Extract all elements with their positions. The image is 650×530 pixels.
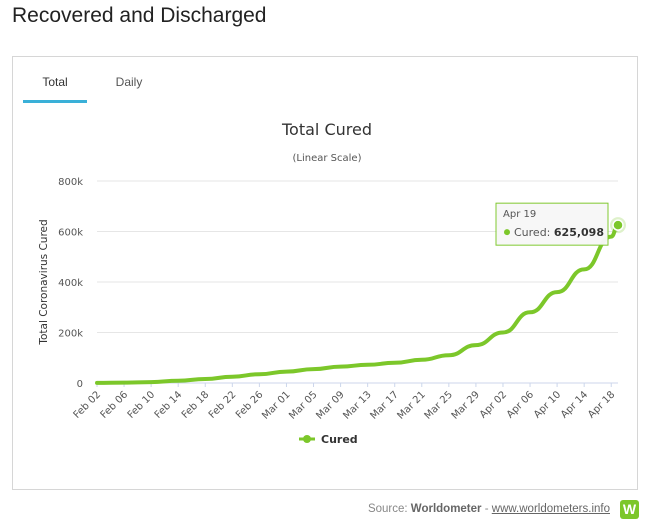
source-name: Worldometer — [410, 503, 482, 515]
x-tick-label: Mar 09 — [314, 389, 346, 421]
x-tick-label: Feb 26 — [234, 389, 266, 421]
x-tick-label: Feb 02 — [72, 389, 104, 421]
series-line-cured[interactable] — [95, 223, 620, 385]
chart-panel: Total Daily Total Cured (Linear Scale) 0… — [12, 56, 638, 490]
legend-marker-icon — [303, 435, 311, 443]
x-tick-label: Apr 02 — [478, 389, 509, 420]
x-tick-label: Mar 13 — [341, 389, 373, 421]
x-tick-label: Feb 06 — [99, 389, 131, 421]
tooltip-value: Cured: 625,098 — [514, 226, 604, 239]
chart-tabs: Total Daily — [23, 57, 161, 103]
source-credit: Source: Worldometer - www.worldometers.i… — [368, 503, 610, 515]
x-tick-label: Mar 05 — [287, 389, 319, 421]
legend[interactable]: Cured — [299, 433, 358, 446]
page-title: Recovered and Discharged — [12, 4, 267, 27]
chart-title: Total Cured — [281, 120, 372, 139]
x-tick-label: Apr 18 — [586, 389, 617, 420]
tooltip-box — [495, 202, 609, 246]
y-axis-title: Total Coronavirus Cured — [38, 219, 50, 345]
x-tick-label: Feb 14 — [153, 389, 185, 421]
source-link[interactable]: www.worldometers.info — [491, 503, 610, 515]
x-tick-label: Apr 10 — [532, 389, 563, 420]
cured-chart: Total Cured (Linear Scale) 0 200k 400k 600k… — [38, 120, 626, 446]
x-tick-label: Mar 01 — [260, 389, 292, 421]
x-tick-label: Apr 14 — [559, 389, 590, 420]
tab-total[interactable]: Total — [23, 57, 87, 103]
y-tick-label: 600k — [58, 228, 83, 239]
x-tick-label: Mar 29 — [450, 389, 482, 421]
x-tick-label: Mar 17 — [368, 389, 400, 421]
tab-daily[interactable]: Daily — [115, 75, 143, 89]
tooltip-date: Apr 19 — [503, 209, 536, 220]
x-tick-label: Feb 22 — [207, 389, 239, 421]
x-tick-label: Feb 18 — [180, 389, 212, 421]
tooltip-marker-icon — [504, 229, 510, 236]
data-point-highlight[interactable] — [612, 219, 624, 231]
y-tick-label: 0 — [77, 379, 83, 390]
source-prefix: Source: — [367, 503, 408, 515]
x-tick-label: Feb 10 — [126, 389, 158, 421]
worldometer-logo-icon: W — [620, 500, 639, 519]
y-tick-label: 200k — [58, 329, 83, 340]
legend-label[interactable]: Cured — [321, 433, 358, 446]
y-tick-label: 800k — [58, 177, 83, 188]
source-separator: - — [484, 503, 489, 515]
x-tick-label: Mar 25 — [423, 389, 455, 421]
chart-subtitle: (Linear Scale) — [293, 153, 362, 164]
x-tick-label: Mar 21 — [396, 389, 428, 421]
y-tick-label: 400k — [58, 278, 83, 289]
x-tick-label: Apr 06 — [505, 389, 536, 420]
